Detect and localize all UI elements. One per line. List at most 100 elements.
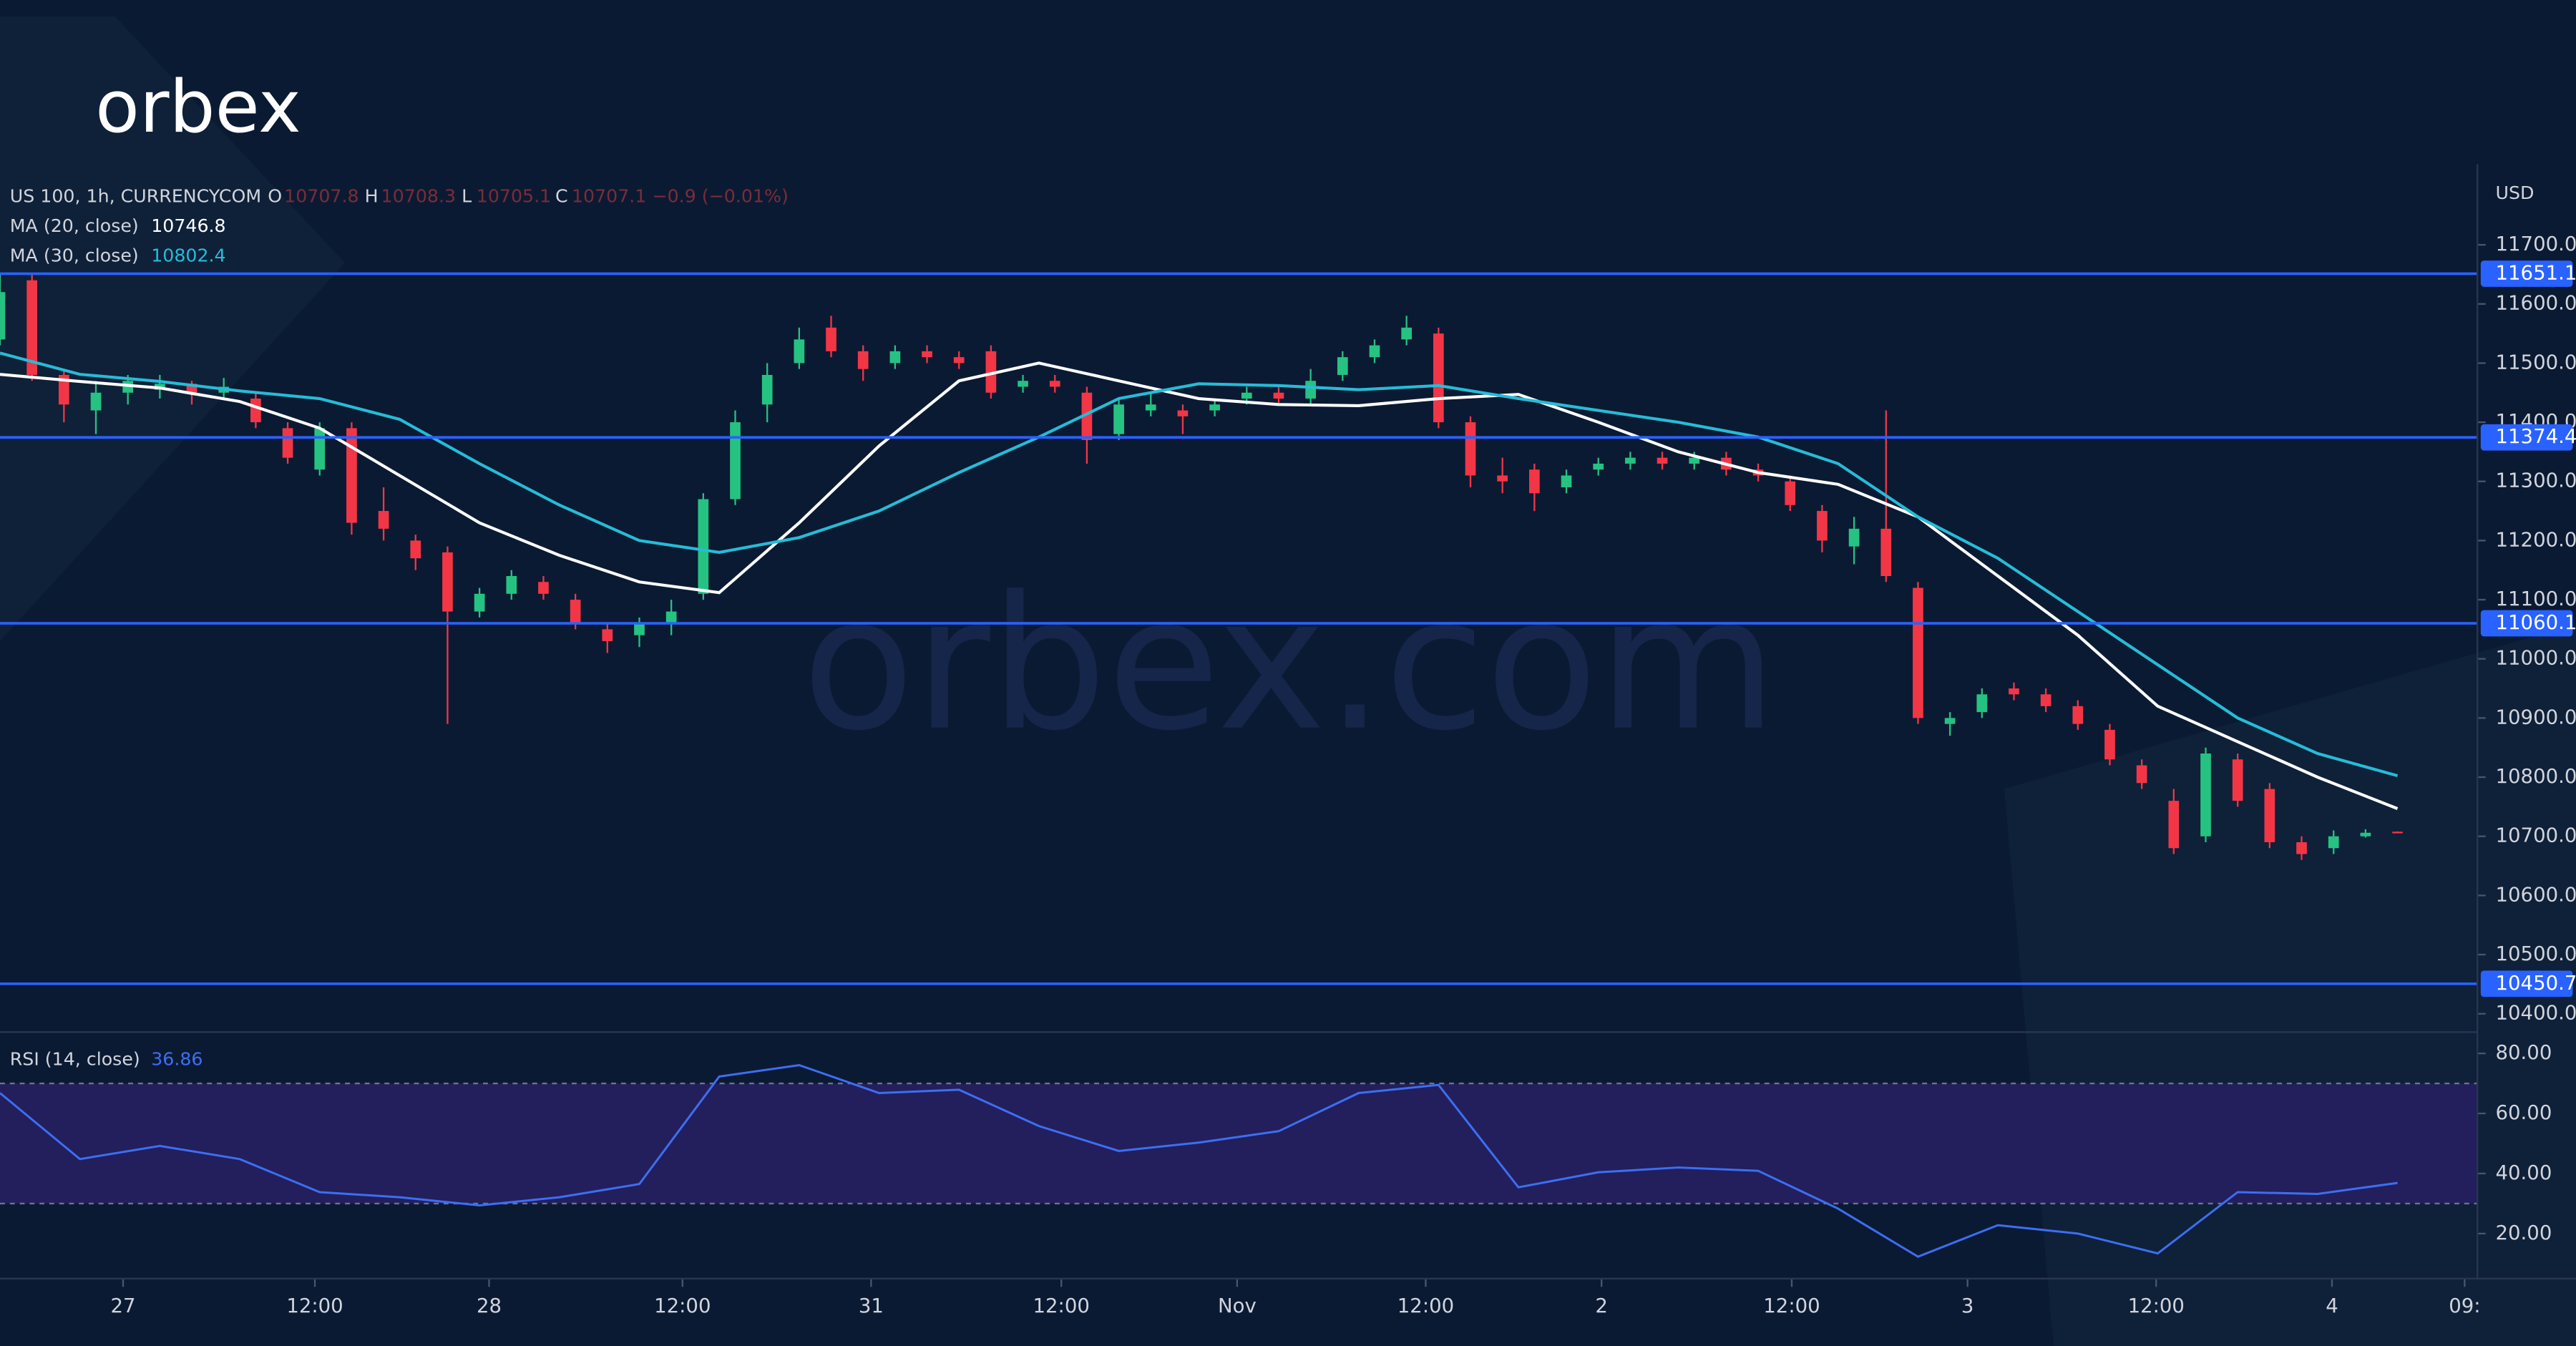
candle-body: [1305, 381, 1316, 399]
ma-line: [0, 351, 2399, 778]
candle-body: [2296, 842, 2307, 854]
candle-body: [922, 351, 932, 358]
candle-body: [857, 351, 869, 369]
axis-unit: USD: [2496, 182, 2534, 203]
x-tick-label: 12:00: [1397, 1294, 1454, 1317]
x-tick-label: Nov: [1218, 1294, 1257, 1317]
candle-body: [0, 292, 6, 340]
candle-body: [1529, 469, 1540, 494]
y-tick-label: 60.00: [2496, 1101, 2552, 1124]
candle-body: [1497, 475, 1508, 482]
x-tick-label: 3: [1961, 1294, 1974, 1317]
candle-body: [378, 511, 389, 529]
candle-body: [1785, 481, 1796, 505]
candle-body: [2264, 789, 2275, 842]
x-tick-label: 31: [859, 1294, 884, 1317]
candle-body: [953, 357, 965, 364]
level-label: 11374.4: [2496, 425, 2576, 448]
y-tick-label: 10700.0: [2496, 824, 2576, 847]
candle-body: [506, 576, 517, 594]
plot-area: 10400.0 10500.0 10600.0 10700.0 10800.0 10900…: [0, 233, 2576, 1317]
candle-body: [794, 339, 805, 364]
legend-value: 36.86: [151, 1048, 203, 1069]
legend-value: 10708.3: [381, 186, 456, 207]
candle-body: [1561, 475, 1572, 488]
candle-body: [346, 428, 357, 523]
candle-body: [1465, 422, 1476, 476]
rsi-line: [0, 1063, 2398, 1258]
chart-title: US 100, 1h, CURRENCYCOM: [10, 186, 261, 207]
y-tick-label: 11300.0: [2496, 469, 2576, 492]
candle-body: [1049, 381, 1060, 387]
legend-value: 10707.8: [284, 186, 358, 207]
legend-change: −0.9 (−0.01%): [652, 186, 788, 207]
candle-body: [410, 540, 421, 559]
x-tick-label: 12:00: [286, 1294, 343, 1317]
candle-body: [665, 611, 677, 624]
candle-body: [1113, 404, 1124, 434]
level-label-box: [2480, 424, 2573, 451]
candle-body: [1848, 528, 1860, 547]
candle-body: [2072, 706, 2084, 724]
candle-body: [1337, 357, 1348, 375]
legend-value: 10802.4: [151, 245, 225, 265]
candle-body: [250, 399, 261, 423]
candle-body: [442, 552, 453, 612]
candle-body: [26, 280, 38, 375]
x-tick-label: 09:: [2449, 1294, 2480, 1317]
level-label: 10450.7: [2496, 972, 2576, 995]
candle-body: [2200, 753, 2211, 837]
y-tick-label: 10500.0: [2496, 942, 2576, 965]
candle-body: [2040, 694, 2051, 706]
y-tick-label: 10900.0: [2496, 706, 2576, 728]
candle-body: [634, 623, 645, 635]
candle-body: [1433, 333, 1444, 423]
candle-body: [282, 428, 293, 458]
candle-body: [1913, 587, 1923, 718]
x-tick-label: 12:00: [1763, 1294, 1820, 1317]
candle-body: [2328, 836, 2339, 849]
candle-body: [985, 351, 997, 393]
legend-field: L: [462, 186, 472, 207]
y-tick-label: 11000.0: [2496, 647, 2576, 670]
candle-body: [90, 392, 102, 411]
candle-body: [1976, 694, 1988, 713]
y-tick-label: 11600.0: [2496, 292, 2576, 315]
candle-body: [1241, 392, 1252, 399]
level-label: 11060.1: [2496, 611, 2576, 634]
x-tick-label: 4: [2326, 1294, 2338, 1317]
candle-body: [59, 374, 69, 405]
logo: orbex: [95, 64, 301, 149]
x-tick-label: 12:00: [2128, 1294, 2185, 1317]
y-tick-label: 80.00: [2496, 1041, 2552, 1064]
candle-body: [2392, 832, 2403, 834]
candle-body: [1689, 457, 1700, 464]
candle-body: [2104, 729, 2115, 760]
legend-field: H: [365, 186, 379, 207]
y-tick-label: 20.00: [2496, 1221, 2552, 1244]
candle-body: [314, 428, 326, 470]
level-label-box: [2480, 260, 2573, 287]
level-label-box: [2480, 610, 2573, 637]
y-tick-label: 40.00: [2496, 1161, 2552, 1184]
y-tick-label: 11200.0: [2496, 528, 2576, 551]
legend-field: O: [268, 186, 282, 207]
level-label: 11651.1: [2496, 262, 2576, 285]
y-tick-label: 11700.0: [2496, 233, 2576, 255]
candle-body: [826, 327, 836, 351]
x-tick-label: 27: [110, 1294, 135, 1317]
legend-value: 10705.1: [477, 186, 551, 207]
legend-entry: RSI (14, close): [10, 1048, 140, 1069]
candle-body: [1018, 381, 1028, 387]
candle-body: [698, 499, 709, 594]
legend-field: C: [555, 186, 568, 207]
y-tick-label: 10600.0: [2496, 883, 2576, 906]
ma-line: [0, 361, 2399, 810]
level-label-box: [2480, 970, 2573, 998]
candle-body: [1401, 327, 1413, 340]
candle-body: [474, 593, 485, 612]
candle-body: [1593, 463, 1604, 470]
candle-body: [1817, 511, 1828, 541]
candle-body: [1273, 392, 1284, 399]
